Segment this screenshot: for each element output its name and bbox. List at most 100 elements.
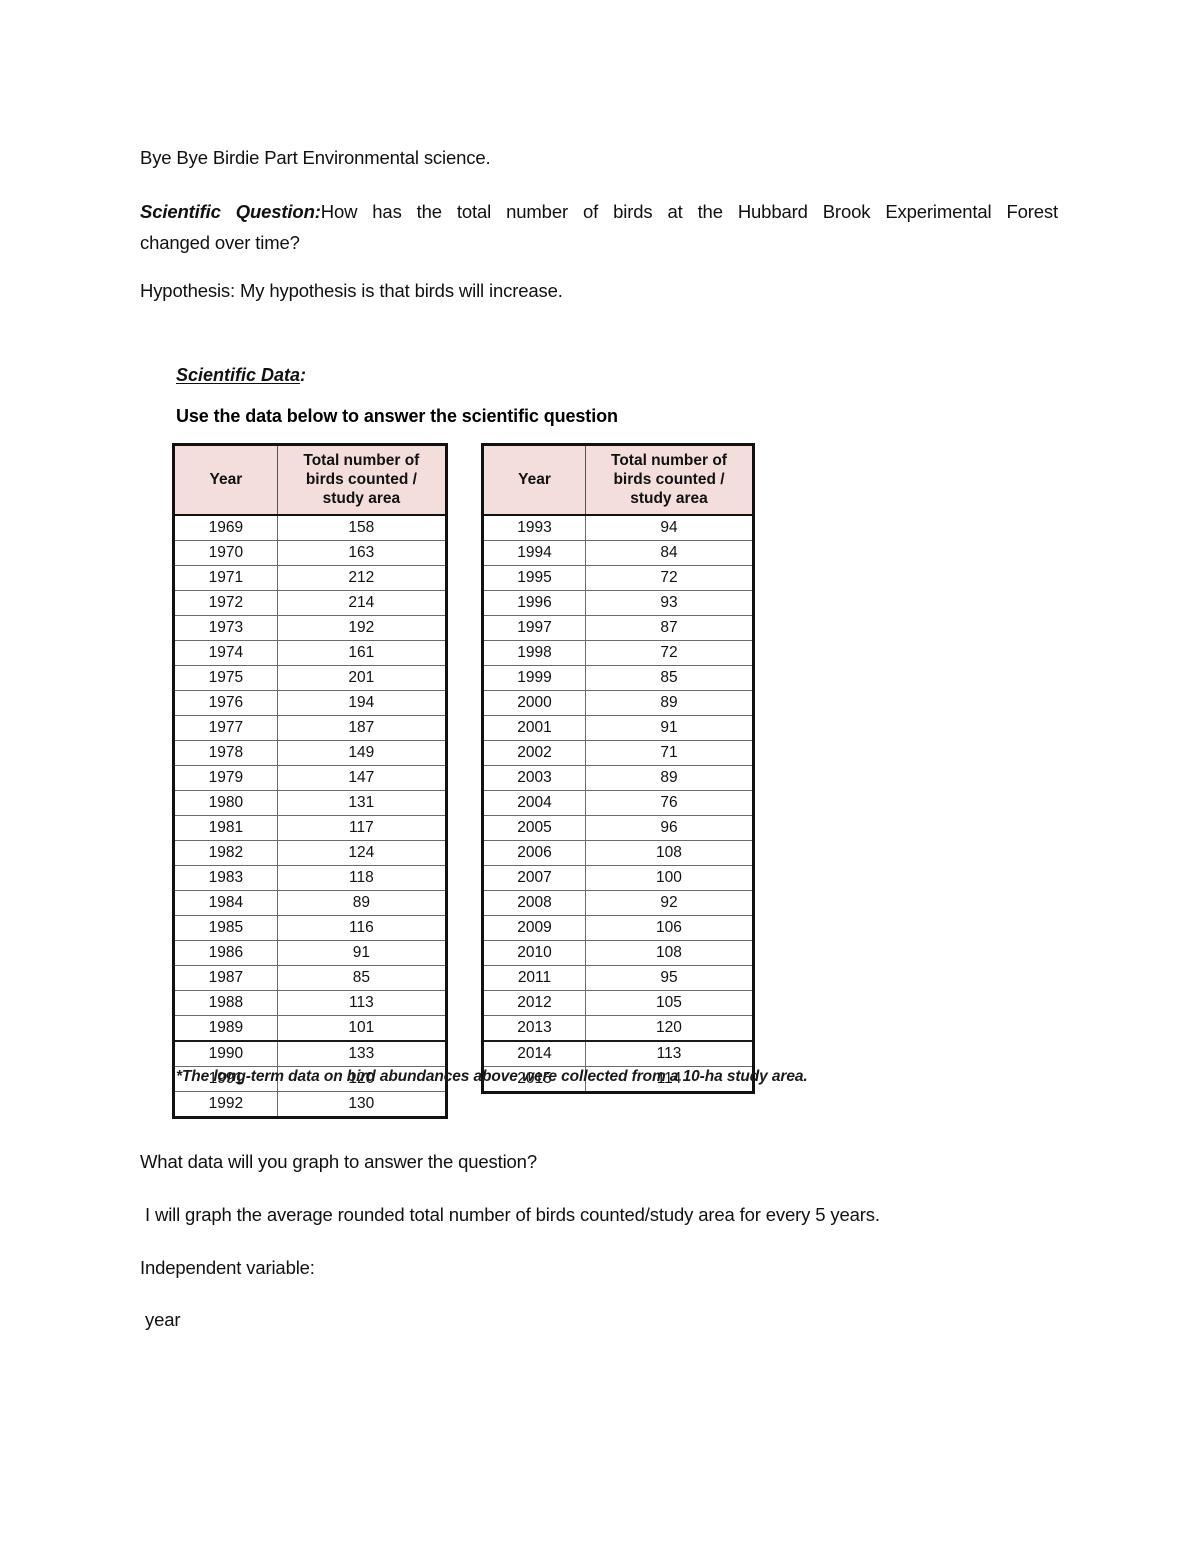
cell-year: 2013 [482,1015,586,1042]
scientific-data-label-colon: : [300,365,307,385]
table-row: 1972 214 [173,590,447,616]
cell-bird-count: 131 [276,790,447,816]
table-row: 2013 120 [482,1015,754,1042]
cell-bird-count: 72 [584,565,754,591]
cell-bird-count: 89 [584,690,754,716]
table-row: 1997 87 [482,615,754,641]
cell-bird-count: 101 [276,1015,447,1042]
table-row: 1977 187 [173,715,447,741]
table-header-row: Year Total number of birds counted / stu… [482,444,754,516]
cell-year: 1982 [173,840,278,866]
scientific-question-paragraph: Scientific Question:How has the total nu… [140,196,1058,258]
cell-year: 1987 [173,965,278,991]
cell-year: 1975 [173,665,278,691]
cell-year: 2008 [482,890,586,916]
table-row: 1987 85 [173,965,447,991]
cell-bird-count: 163 [276,540,447,566]
cell-bird-count: 114 [584,1066,754,1093]
table-row: 1981 117 [173,815,447,841]
column-header-bird-count: Total number of birds counted / study ar… [584,444,754,516]
table-left-body: 1969 158 1970 163 1971 212 1972 214 1973 192 1974 1… [173,514,447,1118]
cell-year: 2007 [482,865,586,891]
cell-bird-count: 76 [584,790,754,816]
table-row: 1976 194 [173,690,447,716]
cell-bird-count: 108 [584,840,754,866]
column-header-line-2: birds counted / [613,471,725,488]
cell-year: 1976 [173,690,278,716]
table-row: 1978 149 [173,740,447,766]
column-header-year: Year [173,444,278,516]
cell-year: 2004 [482,790,586,816]
table-row: 1992 130 [173,1091,447,1118]
cell-bird-count: 187 [276,715,447,741]
cell-bird-count: 87 [584,615,754,641]
cell-year: 2012 [482,990,586,1016]
cell-year: 1989 [173,1015,278,1042]
table-right-header: Year Total number of birds counted / stu… [482,444,754,516]
table-row: 1995 72 [482,565,754,591]
cell-year: 1990 [173,1040,278,1067]
cell-bird-count: 92 [584,890,754,916]
cell-bird-count: 147 [276,765,447,791]
cell-bird-count: 105 [584,990,754,1016]
table-row: 1984 89 [173,890,447,916]
cell-year: 2002 [482,740,586,766]
cell-year: 1998 [482,640,586,666]
cell-bird-count: 124 [276,840,447,866]
cell-bird-count: 106 [584,915,754,941]
cell-year: 2011 [482,965,586,991]
cell-bird-count: 130 [276,1091,447,1118]
cell-year: 1969 [173,514,278,541]
table-row: 2003 89 [482,765,754,791]
cell-bird-count: 120 [584,1015,754,1042]
table-row: 1989 101 [173,1015,447,1042]
cell-year: 1977 [173,715,278,741]
cell-year: 2015 [482,1066,586,1093]
cell-year: 1973 [173,615,278,641]
table-row: 2006 108 [482,840,754,866]
graph-answer: I will graph the average rounded total n… [145,1204,880,1225]
cell-year: 1988 [173,990,278,1016]
scientific-data-label-text: Scientific Data [176,365,301,385]
table-row: 1974 161 [173,640,447,666]
table-row: 2002 71 [482,740,754,766]
cell-year: 2014 [482,1040,586,1067]
hypothesis-paragraph: Hypothesis: My hypothesis is that birds … [140,280,563,301]
cell-bird-count: 161 [276,640,447,666]
cell-year: 1999 [482,665,586,691]
independent-variable-label: Independent variable: [140,1257,315,1278]
cell-year: 2001 [482,715,586,741]
column-header-line-1: Total number of [303,452,420,469]
cell-year: 1972 [173,590,278,616]
table-row: 2007 100 [482,865,754,891]
table-row: 2001 91 [482,715,754,741]
cell-bird-count: 116 [276,915,447,941]
cell-bird-count: 85 [584,665,754,691]
cell-year: 1983 [173,865,278,891]
cell-year: 1997 [482,615,586,641]
scientific-question-text-line-2: changed over time? [140,232,300,253]
cell-bird-count: 89 [276,890,447,916]
cell-bird-count: 214 [276,590,447,616]
independent-variable-value: year [145,1309,181,1330]
cell-year: 2003 [482,765,586,791]
cell-bird-count: 113 [584,1040,754,1067]
cell-bird-count: 89 [584,765,754,791]
cell-year: 2006 [482,840,586,866]
cell-bird-count: 133 [276,1040,447,1067]
table-row: 1971 212 [173,565,447,591]
scientific-question-label: Scientific Question: [140,201,321,222]
bird-count-table-left: Year Total number of birds counted / stu… [172,443,448,1119]
table-row: 2005 96 [482,815,754,841]
cell-bird-count: 113 [276,990,447,1016]
use-data-heading: Use the data below to answer the scienti… [176,406,618,426]
cell-bird-count: 118 [276,865,447,891]
cell-year: 1984 [173,890,278,916]
cell-bird-count: 93 [584,590,754,616]
cell-year: 1991 [173,1066,278,1092]
cell-year: 1981 [173,815,278,841]
table-row: 1999 85 [482,665,754,691]
table-row: 1975 201 [173,665,447,691]
table-row: 1985 116 [173,915,447,941]
